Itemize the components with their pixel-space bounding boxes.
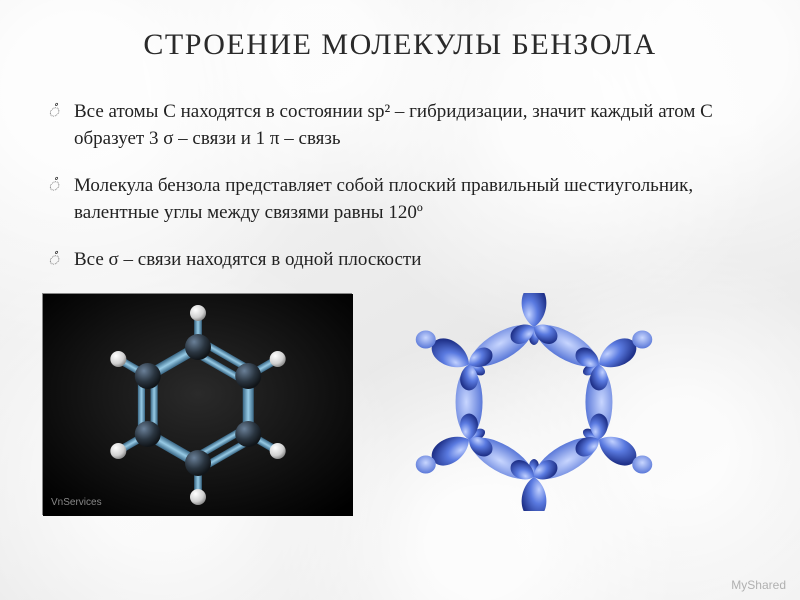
benzene-3d-figure: VnServices xyxy=(42,293,352,515)
benzene-3d-svg xyxy=(43,294,353,516)
bullet-icon: ံ xyxy=(48,246,74,270)
benzene-sigma-figure xyxy=(382,293,687,511)
bullet-icon: ံ xyxy=(48,98,74,122)
watermark: MyShared xyxy=(731,578,786,592)
list-item: ံ Все σ – связи находятся в одной плоско… xyxy=(48,246,758,273)
bullet-text: Молекула бензола представляет собой плос… xyxy=(74,172,758,226)
benzene-sigma-svg xyxy=(382,293,687,511)
list-item: ံ Молекула бензола представляет собой пл… xyxy=(48,172,758,226)
bullet-icon: ံ xyxy=(48,172,74,196)
bullet-list: ံ Все атомы С находятся в состоянии sp² … xyxy=(48,98,758,273)
bullet-text: Все σ – связи находятся в одной плоскост… xyxy=(74,246,421,273)
list-item: ံ Все атомы С находятся в состоянии sp² … xyxy=(48,98,758,152)
bullet-text: Все атомы С находятся в состоянии sp² – … xyxy=(74,98,758,152)
page-title: СТРОЕНИЕ МОЛЕКУЛЫ БЕНЗОЛА xyxy=(42,28,758,62)
figure-credit: VnServices xyxy=(51,497,102,508)
figures-row: VnServices xyxy=(42,293,758,515)
